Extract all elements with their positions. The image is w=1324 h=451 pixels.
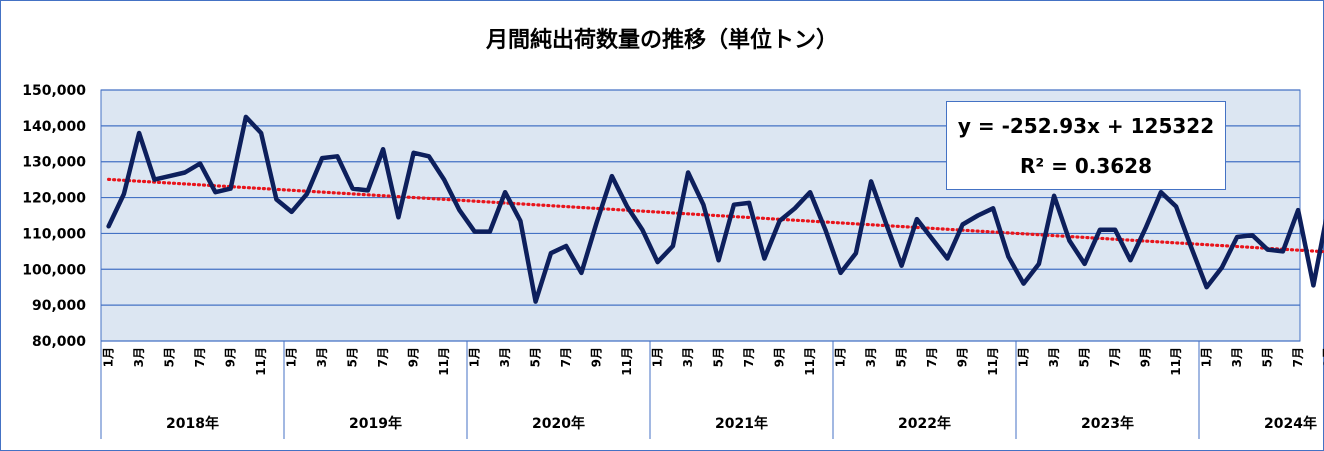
x-tick-label: 9月 bbox=[1322, 347, 1324, 367]
x-tick-label: 3月 bbox=[1047, 347, 1061, 367]
trendline-equation: y = -252.93x + 125322 bbox=[957, 114, 1215, 138]
year-label: 2023年 bbox=[1081, 415, 1134, 432]
y-tick-label: 140,000 bbox=[22, 119, 86, 135]
x-tick-label: 9月 bbox=[1139, 347, 1153, 367]
x-tick-label: 11月 bbox=[437, 347, 451, 376]
x-tick-label: 11月 bbox=[1169, 347, 1183, 376]
x-tick-label: 9月 bbox=[773, 347, 787, 367]
x-tick-label: 1月 bbox=[468, 347, 482, 367]
y-tick-label: 130,000 bbox=[22, 155, 86, 171]
x-tick-label: 3月 bbox=[681, 347, 695, 367]
y-tick-label: 90,000 bbox=[32, 298, 86, 314]
y-tick-label: 80,000 bbox=[32, 334, 86, 350]
y-tick-label: 110,000 bbox=[22, 226, 86, 242]
x-tick-label: 5月 bbox=[163, 347, 177, 367]
x-tick-label: 11月 bbox=[620, 347, 634, 376]
x-tick-label: 11月 bbox=[254, 347, 268, 376]
x-tick-label: 1月 bbox=[1017, 347, 1031, 367]
x-tick-label: 7月 bbox=[1108, 347, 1122, 367]
year-label: 2022年 bbox=[898, 415, 951, 432]
x-tick-label: 1月 bbox=[834, 347, 848, 367]
chart-title: 月間純出荷数量の推移（単位トン） bbox=[485, 28, 838, 53]
trendline-equation-box: y = -252.93x + 125322 R² = 0.3628 bbox=[946, 101, 1226, 190]
x-tick-label: 3月 bbox=[864, 347, 878, 367]
x-tick-label: 3月 bbox=[498, 347, 512, 367]
x-tick-label: 9月 bbox=[956, 347, 970, 367]
x-tick-label: 5月 bbox=[712, 347, 726, 367]
x-tick-label: 5月 bbox=[529, 347, 543, 367]
x-tick-label: 3月 bbox=[1230, 347, 1244, 367]
x-tick-label: 5月 bbox=[1078, 347, 1092, 367]
year-label: 2018年 bbox=[166, 415, 219, 432]
y-tick-label: 100,000 bbox=[22, 262, 86, 278]
x-tick-label: 5月 bbox=[346, 347, 360, 367]
y-tick-label: 120,000 bbox=[22, 191, 86, 207]
y-tick-label: 150,000 bbox=[22, 83, 86, 99]
x-tick-label: 7月 bbox=[193, 347, 207, 367]
x-tick-label: 5月 bbox=[895, 347, 909, 367]
x-tick-label: 1月 bbox=[651, 347, 665, 367]
x-tick-label: 1月 bbox=[1200, 347, 1214, 367]
x-tick-label: 1月 bbox=[102, 347, 116, 367]
x-tick-label: 9月 bbox=[590, 347, 604, 367]
year-label: 2021年 bbox=[715, 415, 768, 432]
x-tick-label: 7月 bbox=[559, 347, 573, 367]
x-tick-label: 7月 bbox=[376, 347, 390, 367]
x-tick-label: 7月 bbox=[1291, 347, 1305, 367]
x-tick-label: 5月 bbox=[1261, 347, 1275, 367]
x-tick-label: 7月 bbox=[925, 347, 939, 367]
series-line bbox=[106, 114, 1324, 304]
x-tick-label: 11月 bbox=[986, 347, 1000, 376]
x-tick-label: 9月 bbox=[224, 347, 238, 367]
year-label: 2024年 bbox=[1264, 415, 1317, 432]
year-label: 2019年 bbox=[349, 415, 402, 432]
year-label: 2020年 bbox=[532, 415, 585, 432]
x-tick-label: 3月 bbox=[315, 347, 329, 367]
x-tick-label: 9月 bbox=[407, 347, 421, 367]
x-tick-label: 11月 bbox=[803, 347, 817, 376]
trendline-r-squared: R² = 0.3628 bbox=[1019, 154, 1153, 178]
x-tick-label: 3月 bbox=[132, 347, 146, 367]
x-tick-label: 7月 bbox=[742, 347, 756, 367]
x-tick-label: 1月 bbox=[285, 347, 299, 367]
